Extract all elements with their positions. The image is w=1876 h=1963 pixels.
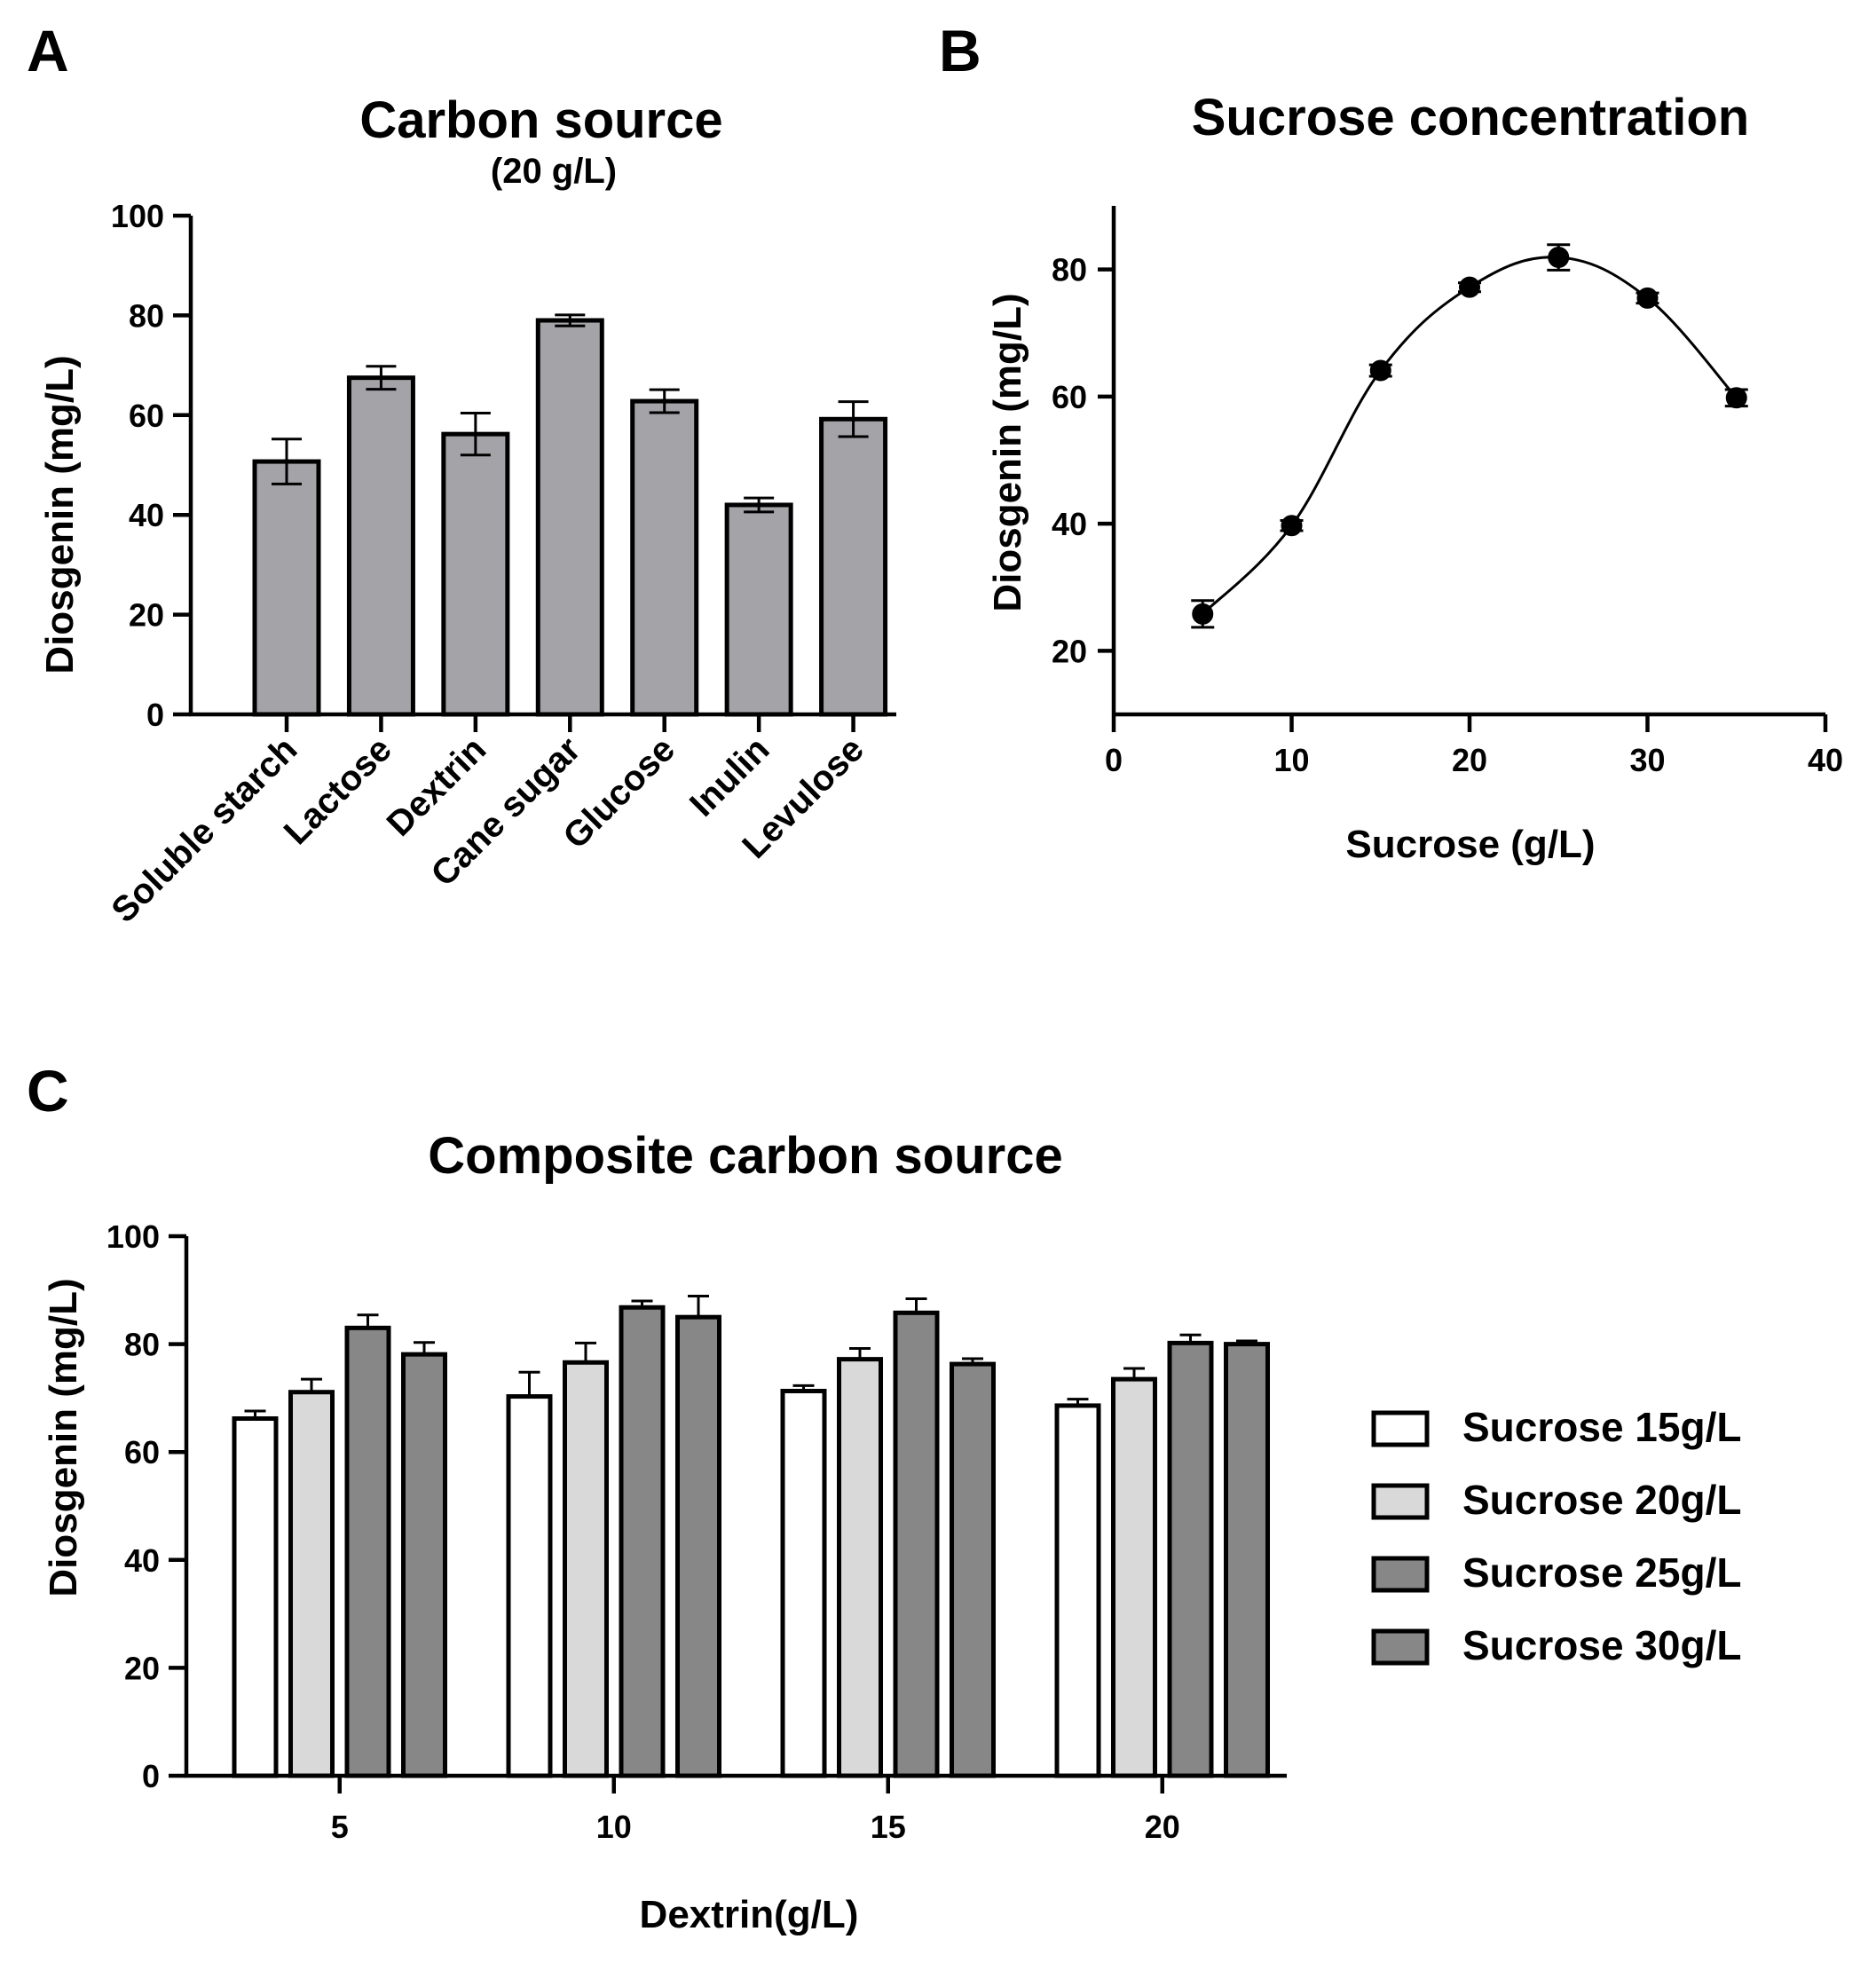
y-tick-label: 40: [129, 497, 164, 533]
y-tick-label: 80: [129, 297, 164, 334]
legend-label: Sucrose 20g/L: [1462, 1477, 1741, 1523]
bar: [675, 1314, 721, 1778]
bar: [819, 416, 888, 717]
y-tick-label: 40: [1052, 506, 1087, 542]
y-tick-label: 60: [129, 398, 164, 434]
y-tick-label: 100: [106, 1218, 160, 1255]
y-tick-label: 60: [1052, 379, 1087, 415]
chart-b-sucrose-concentration: 20 40 60 80 0 10 20 30 40: [1052, 206, 1843, 778]
bar: [619, 1305, 666, 1778]
bar: [1054, 1403, 1101, 1778]
panel-b-x-axis-label: Sucrose (g/L): [1345, 823, 1595, 866]
legend-label: Sucrose 30g/L: [1462, 1622, 1741, 1668]
legend-swatch: [1371, 1628, 1430, 1666]
y-tick-label: 20: [129, 597, 164, 634]
legend-label: Sucrose 25g/L: [1462, 1549, 1741, 1596]
panel-b-title: Sucrose concentration: [1192, 89, 1749, 146]
panel-a-subtitle: (20 g/L): [491, 152, 617, 191]
bar: [950, 1361, 996, 1778]
bar: [893, 1310, 940, 1778]
bar: [1111, 1376, 1157, 1778]
legend-swatch: [1371, 1556, 1430, 1593]
panel-b-letter: B: [939, 18, 981, 83]
bar: [401, 1352, 447, 1778]
bar: [535, 318, 604, 717]
bar: [1224, 1342, 1270, 1778]
bar: [232, 1416, 279, 1778]
panel-c-title: Composite carbon source: [428, 1127, 1062, 1185]
y-tick-label: 0: [146, 697, 164, 733]
x-tick-label: 10: [596, 1809, 632, 1845]
x-tick-label: Soluble starch: [104, 729, 304, 930]
data-point: [1725, 387, 1747, 409]
bar: [506, 1394, 553, 1778]
y-tick-label: 80: [124, 1327, 160, 1363]
x-tick-label: 20: [1145, 1809, 1180, 1845]
series-line: [1202, 256, 1738, 615]
bar: [724, 502, 793, 717]
bar: [563, 1360, 609, 1778]
bar: [1167, 1340, 1214, 1778]
panel-c-y-axis-label: Diosgenin (mg/L): [42, 1278, 85, 1596]
y-tick-label: 80: [1052, 252, 1087, 288]
panel-c-x-axis-label: Dextrin(g/L): [640, 1893, 859, 1936]
x-tick-label: 5: [331, 1809, 349, 1845]
panel-a-y-axis-label: Diosgenin (mg/L): [38, 355, 82, 674]
data-point: [1369, 359, 1391, 382]
y-tick-label: 20: [124, 1650, 160, 1686]
bar: [630, 398, 699, 717]
x-tick-label: 20: [1452, 742, 1487, 778]
data-point: [1281, 515, 1303, 537]
legend-swatch: [1371, 1410, 1430, 1447]
y-tick-label: 40: [124, 1542, 160, 1579]
y-tick-label: 60: [124, 1434, 160, 1470]
bar: [288, 1390, 335, 1778]
legend-swatch: [1371, 1483, 1430, 1520]
data-point: [1636, 287, 1659, 309]
bar: [252, 459, 321, 717]
data-point: [1459, 276, 1480, 298]
x-tick-label: 40: [1808, 742, 1843, 778]
panel-a-title: Carbon source: [359, 91, 722, 149]
panel-b-y-axis-label: Diosgenin (mg/L): [986, 293, 1029, 611]
y-tick-label: 20: [1052, 633, 1087, 669]
data-point: [1548, 247, 1570, 269]
panel-a-letter: A: [27, 18, 69, 83]
chart-c-legend: Sucrose 15g/L Sucrose 20g/L Sucrose 25g/L S…: [1371, 1404, 1741, 1668]
x-tick-label: 10: [1273, 742, 1309, 778]
bar: [837, 1357, 883, 1778]
x-tick-label: 15: [871, 1809, 906, 1845]
panel-c-letter: C: [27, 1058, 69, 1123]
data-point: [1192, 603, 1214, 625]
chart-c-composite-carbon-source: 0 20 40 60 80 100 5 10 15 20: [106, 1218, 1287, 1845]
bar: [346, 375, 415, 717]
bar: [780, 1388, 827, 1778]
x-tick-label: 0: [1105, 742, 1123, 778]
x-tick-label: 30: [1629, 742, 1665, 778]
y-tick-label: 0: [142, 1758, 160, 1794]
bar: [441, 431, 510, 717]
bar: [344, 1325, 391, 1778]
y-tick-label: 100: [111, 198, 164, 234]
legend-label: Sucrose 15g/L: [1462, 1404, 1741, 1450]
